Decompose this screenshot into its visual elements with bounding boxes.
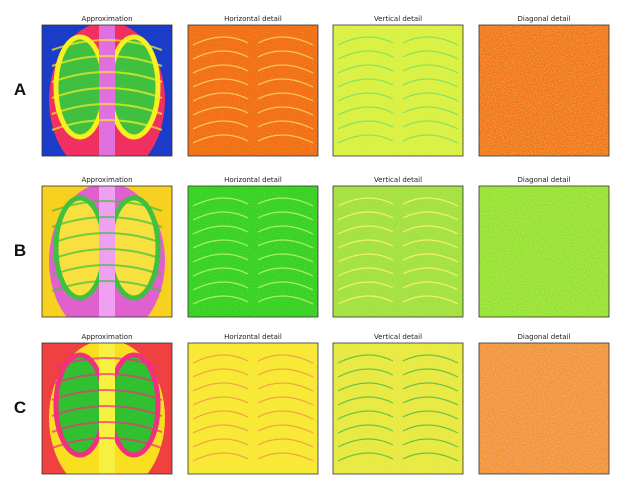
rib [51, 280, 163, 292]
frame [187, 24, 319, 157]
image-content [333, 25, 463, 156]
panel-image [332, 24, 464, 157]
panel-image [41, 185, 173, 318]
frame [332, 185, 464, 318]
panel-title: Vertical detail [374, 333, 422, 341]
panel-image [187, 185, 319, 318]
rib [51, 248, 163, 260]
panel-title: Horizontal detail [224, 333, 282, 341]
panel-image [478, 24, 610, 157]
panel-image [187, 24, 319, 157]
texture [333, 25, 463, 156]
row-label: A [14, 80, 26, 99]
panel-title: Diagonal detail [518, 15, 571, 23]
spine [99, 343, 115, 474]
panel-title: Horizontal detail [224, 176, 282, 184]
texture [479, 186, 609, 317]
frame [478, 185, 610, 318]
rib [51, 232, 163, 244]
panel-image [332, 185, 464, 318]
image-content [479, 186, 609, 317]
panel-image [41, 342, 173, 475]
image-content [479, 25, 609, 156]
panel-image [187, 342, 319, 475]
image-content [42, 343, 172, 474]
panel-title: Vertical detail [374, 15, 422, 23]
row-label: C [14, 398, 26, 417]
image-content [333, 343, 463, 474]
row-label: B [14, 241, 26, 260]
image-content [188, 343, 318, 474]
spine [99, 186, 115, 317]
panel-title: Vertical detail [374, 176, 422, 184]
panel-image [41, 24, 173, 157]
texture [333, 343, 463, 474]
rib [51, 373, 163, 385]
rib [51, 200, 163, 212]
frame [478, 342, 610, 475]
panel-image [478, 342, 610, 475]
texture [188, 343, 318, 474]
panel-title: Diagonal detail [518, 333, 571, 341]
rib [51, 357, 163, 369]
panel-title: Approximation [81, 333, 132, 341]
rib [51, 216, 163, 228]
rib [51, 39, 163, 51]
spine [99, 25, 115, 156]
frame [41, 24, 173, 157]
frame [41, 342, 173, 475]
panel-image [478, 185, 610, 318]
texture [188, 186, 318, 317]
panel-title: Horizontal detail [224, 15, 282, 23]
panel-title: Approximation [81, 15, 132, 23]
rib [51, 103, 163, 115]
image-content [188, 186, 318, 317]
frame [332, 24, 464, 157]
frame [187, 185, 319, 318]
frame [478, 24, 610, 157]
image-content [333, 186, 463, 317]
rib [51, 264, 163, 276]
image-content [479, 343, 609, 474]
panel-image [332, 342, 464, 475]
panel-title: Approximation [81, 176, 132, 184]
texture [479, 343, 609, 474]
rib [51, 55, 163, 67]
frame [187, 342, 319, 475]
rib [51, 119, 163, 131]
rib [51, 87, 163, 99]
texture [188, 25, 318, 156]
image-content [42, 186, 172, 317]
rib [51, 71, 163, 83]
frame [332, 342, 464, 475]
rib [51, 405, 163, 417]
rib [51, 389, 163, 401]
image-content [42, 25, 172, 156]
texture [333, 186, 463, 317]
rib [51, 437, 163, 449]
frame [41, 185, 173, 318]
rib [51, 421, 163, 433]
texture [479, 25, 609, 156]
panel-title: Diagonal detail [518, 176, 571, 184]
image-content [188, 25, 318, 156]
